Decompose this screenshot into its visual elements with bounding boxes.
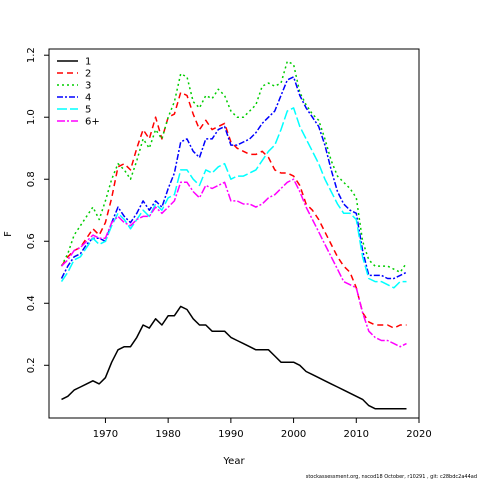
footer-text: stockassessment.org, nscod18 October, r1… [306,474,477,480]
legend-label: 6+ [85,117,100,128]
x-tick-label: 2010 [344,429,369,440]
legend-label: 5 [85,105,91,116]
series-lines [60,60,408,410]
x-tick-label: 1990 [218,429,243,440]
y-axis-label: F [3,231,14,237]
legend-label: 4 [85,93,91,104]
legend-label: 1 [85,57,91,68]
y-tick-label: 1.2 [26,47,37,63]
x-axis: 1970 1980 1990 2000 2010 2020 [93,418,432,440]
y-tick-label: 0.8 [26,171,37,187]
x-tick-label: 1970 [93,429,118,440]
x-axis-label: Year [222,456,245,467]
series-line-2 [60,91,407,329]
series-line-6-plus [60,178,407,348]
y-tick-label: 0.2 [26,357,37,373]
series-line-1 [61,305,407,410]
series-line-5 [60,107,407,289]
x-tick-label: 2020 [406,429,431,440]
plot-box [48,48,420,419]
y-tick-label: 0.6 [26,233,37,249]
series-line-3 [60,60,408,274]
legend-label: 3 [85,81,91,92]
x-tick-label: 2000 [281,429,306,440]
y-tick-label: 1.0 [26,109,37,125]
legend-label: 2 [85,69,91,80]
y-axis: 0.2 0.4 0.6 0.8 1.0 1.2 [26,47,49,373]
y-tick-label: 0.4 [26,295,37,311]
x-tick-label: 1980 [155,429,180,440]
